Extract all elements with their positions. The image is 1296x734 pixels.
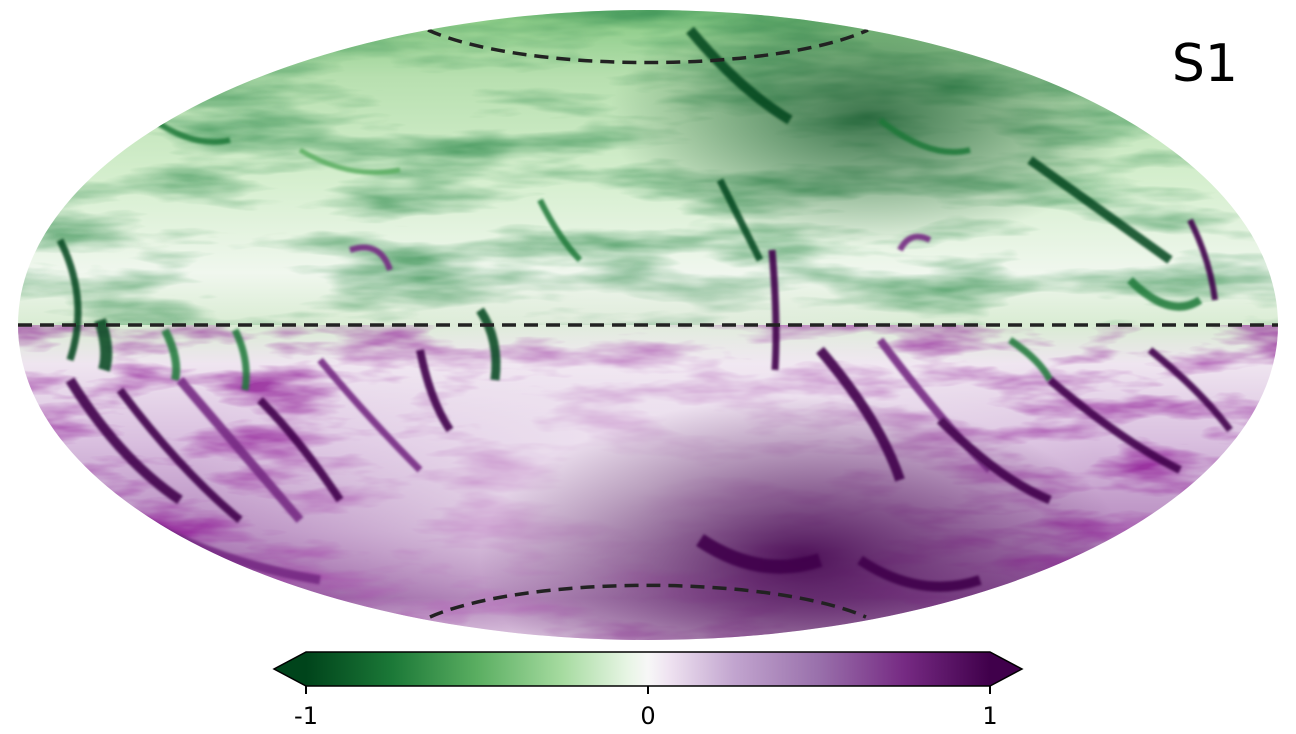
colorbar-gradient xyxy=(306,652,990,686)
colorbar-tick-label: -1 xyxy=(294,702,318,730)
colorbar-tick-label: 0 xyxy=(640,702,656,730)
mollweide-map-area xyxy=(18,10,1278,640)
colorbar xyxy=(272,651,1024,694)
colorbar-extend-high xyxy=(990,652,1022,686)
south-boundary-dashed-line xyxy=(429,583,867,619)
north-boundary-dashed-line xyxy=(427,28,869,65)
colorbar-extend-low xyxy=(274,652,306,686)
panel-label: S1 xyxy=(1171,34,1238,94)
colorbar-tick-label: 1 xyxy=(982,702,998,730)
overlay-lines xyxy=(18,28,1278,619)
